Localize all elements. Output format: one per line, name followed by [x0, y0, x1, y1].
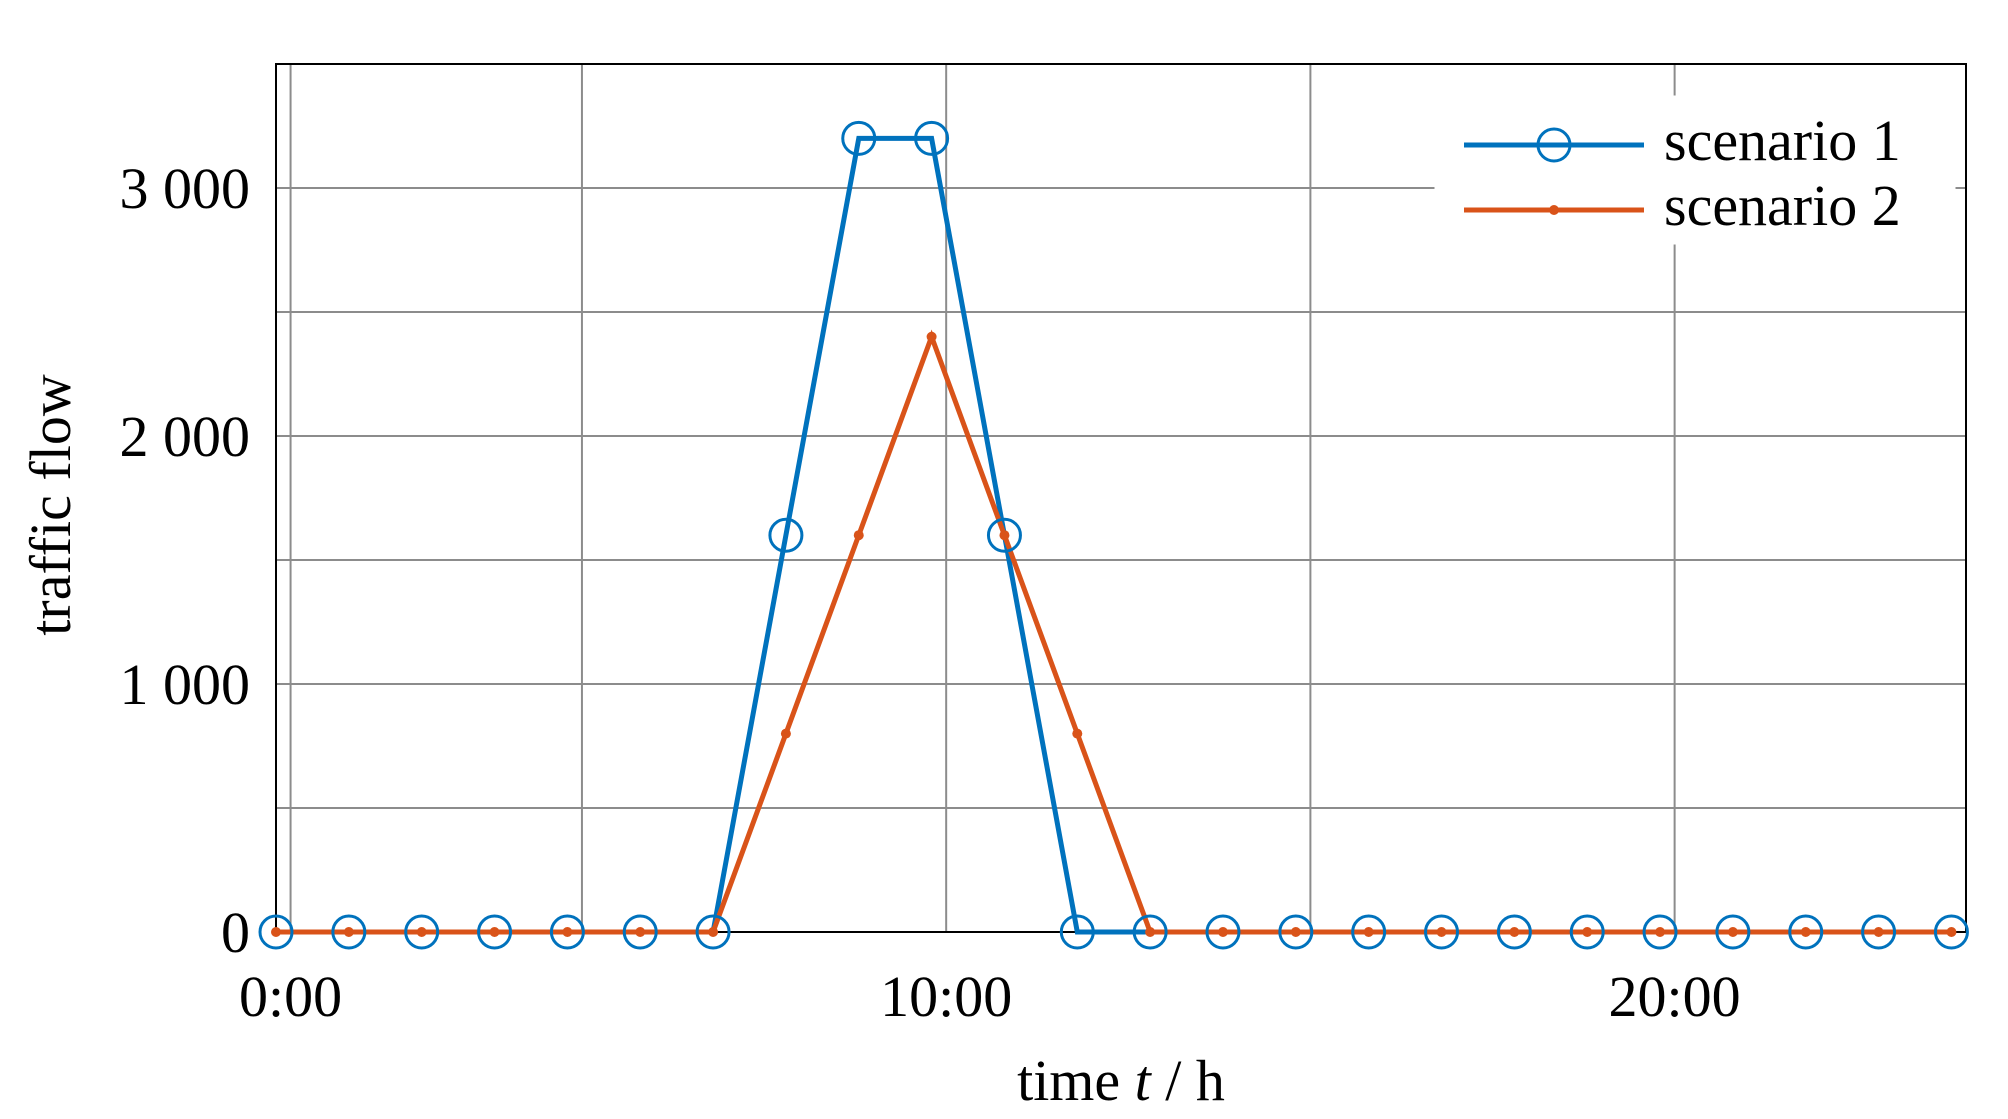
y-axis-ticks: 0 1 000 2 000 3 000 — [120, 156, 251, 965]
series-1-point-0 — [258, 914, 294, 950]
series-2-point-6 — [708, 927, 719, 937]
y-axis-label: traffic flow — [18, 374, 83, 636]
series-2-point-20 — [1727, 927, 1738, 937]
series-1-point-22 — [1861, 914, 1897, 950]
series-1-point-15 — [1351, 914, 1387, 950]
series-2-point-11 — [1072, 728, 1083, 739]
series-1-point-2 — [404, 914, 440, 950]
series-2-point-0 — [271, 927, 281, 937]
series-2-point-9 — [926, 331, 937, 342]
series-1-point-3 — [477, 914, 513, 950]
legend-label-scenario-1: scenario 1 — [1664, 108, 1901, 173]
y-tick-label-1: 1 000 — [120, 652, 251, 717]
series-2-point-5 — [635, 927, 646, 937]
x-axis-label-prefix: time — [1017, 1048, 1135, 1113]
series-2-point-23 — [1946, 927, 1957, 937]
series-1-point-6 — [695, 914, 731, 950]
series-2-point-12 — [1145, 927, 1156, 937]
series-2-point-7 — [780, 728, 791, 739]
series-1-point-9 — [914, 120, 950, 156]
x-axis-label-variable: t — [1135, 1048, 1153, 1113]
legend-marker-scenario-1 — [1536, 127, 1572, 163]
x-axis-label-suffix: / h — [1151, 1048, 1225, 1113]
series-1-point-17 — [1496, 914, 1532, 950]
x-tick-label-2: 20:00 — [1609, 964, 1741, 1029]
series-2-point-17 — [1509, 927, 1520, 937]
legend-box — [1434, 95, 1956, 245]
series-1-point-23 — [1933, 914, 1969, 950]
legend-label-scenario-2: scenario 2 — [1664, 173, 1901, 238]
x-tick-label-0: 0:00 — [239, 964, 342, 1029]
series-1-point-18 — [1569, 914, 1605, 950]
series-1-point-8 — [841, 120, 877, 156]
series-1-point-19 — [1642, 914, 1678, 950]
y-tick-label-2: 2 000 — [120, 404, 251, 469]
series-1-point-10 — [986, 517, 1022, 553]
series-1-point-13 — [1205, 914, 1241, 950]
series-2-point-16 — [1436, 927, 1447, 937]
y-tick-label-3: 3 000 — [120, 156, 251, 221]
series-line-1 — [276, 135, 1952, 935]
series-1-point-20 — [1715, 914, 1751, 950]
series-1-point-14 — [1278, 914, 1314, 950]
series-2-point-15 — [1363, 927, 1374, 937]
series-1-point-11 — [1059, 914, 1095, 950]
y-tick-label-0: 0 — [221, 900, 250, 965]
series-1-point-7 — [768, 517, 804, 553]
series-1-point-16 — [1424, 914, 1460, 950]
series-2-point-1 — [343, 927, 354, 937]
legend: scenario 1 scenario 2 — [1434, 95, 1956, 245]
series-2-point-2 — [416, 927, 427, 937]
series-2-point-3 — [489, 927, 500, 937]
series-1-point-1 — [331, 914, 367, 950]
x-axis-label: time t / h — [1017, 1048, 1225, 1113]
series-2-point-21 — [1800, 927, 1811, 937]
series-layer — [258, 120, 1969, 950]
series-2-point-13 — [1217, 927, 1228, 937]
x-axis-ticks: 0:00 10:00 20:00 — [239, 964, 1741, 1029]
series-1-point-5 — [622, 914, 658, 950]
series-1-point-21 — [1788, 914, 1824, 950]
series-2-point-4 — [562, 927, 573, 937]
series-2-point-8 — [853, 530, 864, 541]
series-line-2 — [276, 329, 1952, 935]
series-2-point-14 — [1290, 927, 1301, 937]
series-2-point-10 — [999, 530, 1010, 541]
series-2-point-19 — [1655, 927, 1666, 937]
series-1-point-4 — [549, 914, 585, 950]
x-tick-label-1: 10:00 — [880, 964, 1012, 1029]
series-1-point-12 — [1132, 914, 1168, 950]
legend-marker-scenario-2 — [1549, 205, 1559, 215]
series-2-point-18 — [1582, 927, 1593, 937]
series-2-point-22 — [1873, 927, 1884, 937]
